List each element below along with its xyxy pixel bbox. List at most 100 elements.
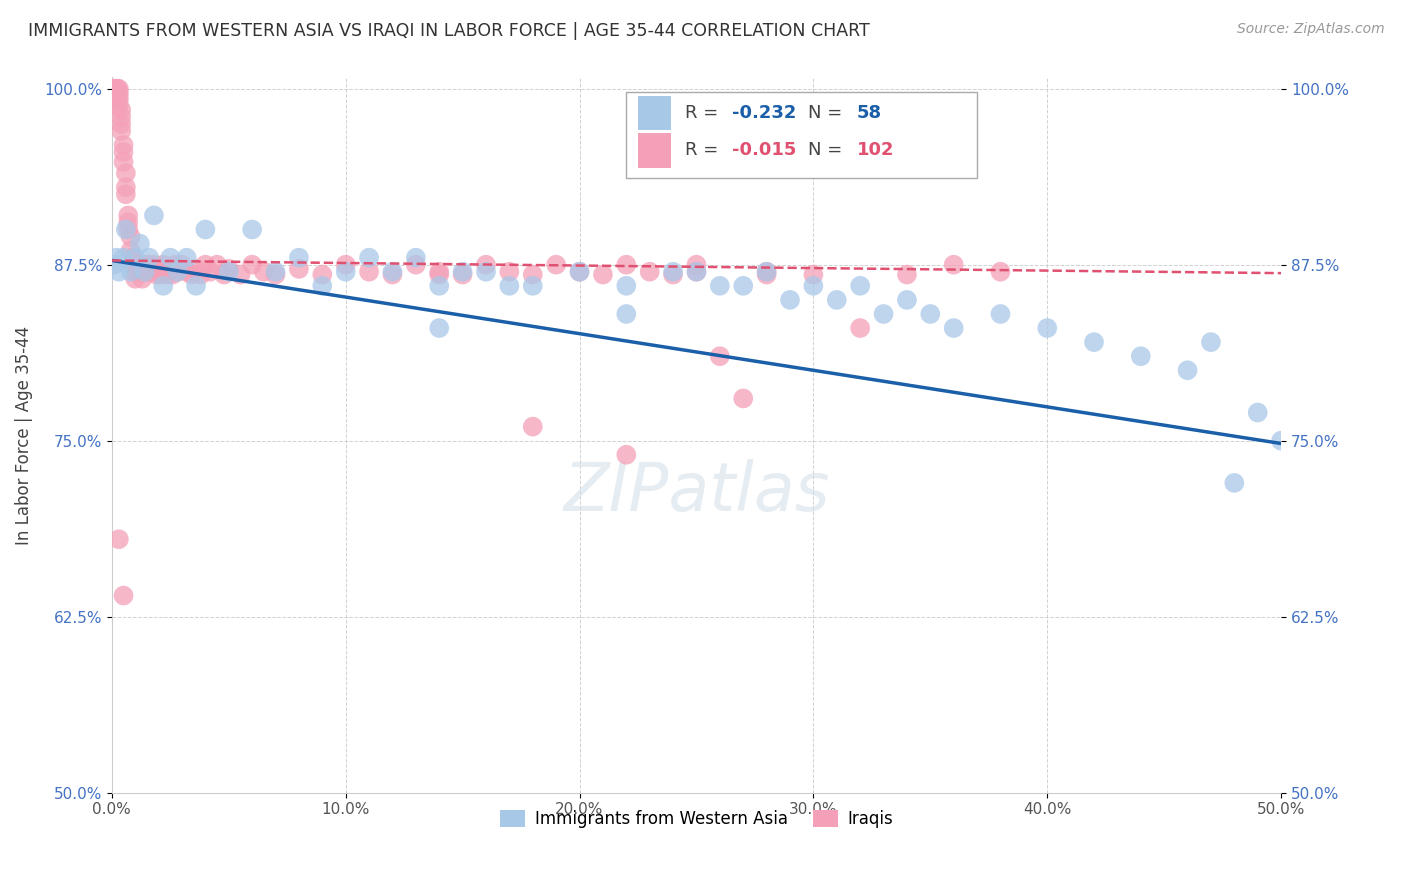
Point — [685, 258, 707, 272]
Point — [112, 155, 135, 169]
Point — [592, 268, 614, 282]
Legend: Immigrants from Western Asia, Iraqis: Immigrants from Western Asia, Iraqis — [494, 803, 900, 834]
Point — [475, 258, 498, 272]
Point — [110, 117, 132, 131]
Point — [405, 258, 427, 272]
Point — [120, 229, 142, 244]
Point — [128, 258, 150, 272]
Text: N =: N = — [807, 142, 848, 160]
Point — [190, 268, 212, 282]
Point — [152, 258, 174, 272]
Point — [156, 268, 179, 282]
Text: R =: R = — [685, 104, 724, 122]
Point — [357, 251, 380, 265]
Point — [522, 419, 544, 434]
Point — [568, 265, 591, 279]
Point — [755, 268, 778, 282]
Point — [381, 265, 404, 279]
Text: N =: N = — [807, 104, 848, 122]
Point — [194, 222, 217, 236]
Point — [105, 251, 128, 265]
Point — [733, 278, 755, 293]
Point — [498, 278, 520, 293]
Point — [614, 258, 637, 272]
Point — [638, 265, 661, 279]
Point — [1223, 475, 1246, 490]
Text: R =: R = — [685, 142, 724, 160]
Point — [117, 215, 139, 229]
Point — [115, 222, 138, 236]
Point — [103, 81, 125, 95]
Point — [427, 278, 450, 293]
Point — [103, 81, 125, 95]
Point — [110, 103, 132, 117]
Point — [105, 91, 128, 105]
Point — [194, 258, 217, 272]
Point — [685, 265, 707, 279]
Point — [920, 307, 942, 321]
Point — [990, 265, 1012, 279]
Point — [662, 265, 685, 279]
Point — [145, 268, 167, 282]
Point — [110, 124, 132, 138]
Point — [127, 265, 149, 279]
Point — [451, 265, 474, 279]
Point — [124, 272, 146, 286]
Point — [112, 251, 135, 265]
Point — [141, 265, 163, 279]
Point — [166, 265, 188, 279]
Point — [108, 98, 131, 112]
Point — [170, 258, 193, 272]
Point — [115, 166, 138, 180]
Point — [120, 244, 142, 258]
Point — [105, 81, 128, 95]
Point — [709, 349, 731, 363]
Point — [568, 265, 591, 279]
Point — [138, 251, 160, 265]
Point — [498, 265, 520, 279]
Point — [124, 258, 146, 272]
Point — [825, 293, 848, 307]
Text: -0.015: -0.015 — [731, 142, 796, 160]
Point — [218, 265, 240, 279]
Point — [1199, 335, 1222, 350]
Point — [614, 307, 637, 321]
Point — [122, 258, 145, 272]
Point — [108, 93, 131, 107]
Point — [212, 268, 235, 282]
Point — [872, 307, 894, 321]
Point — [105, 86, 128, 100]
Point — [176, 251, 198, 265]
Point — [1129, 349, 1152, 363]
Point — [122, 251, 145, 265]
Point — [176, 265, 198, 279]
Point — [131, 272, 153, 286]
Point — [134, 265, 156, 279]
Text: Source: ZipAtlas.com: Source: ZipAtlas.com — [1237, 22, 1385, 37]
FancyBboxPatch shape — [626, 92, 977, 178]
Point — [108, 88, 131, 103]
Point — [105, 88, 128, 103]
Point — [311, 278, 333, 293]
Point — [163, 258, 186, 272]
Point — [124, 251, 146, 265]
Point — [135, 265, 157, 279]
Point — [288, 261, 311, 276]
Point — [942, 321, 965, 335]
Point — [264, 265, 287, 279]
Point — [755, 265, 778, 279]
Point — [162, 268, 184, 282]
Point — [1083, 335, 1105, 350]
Text: 58: 58 — [856, 104, 882, 122]
Point — [115, 180, 138, 194]
Point — [120, 265, 142, 279]
Point — [662, 268, 685, 282]
Point — [131, 265, 153, 279]
Point — [152, 278, 174, 293]
Point — [1036, 321, 1059, 335]
Text: IMMIGRANTS FROM WESTERN ASIA VS IRAQI IN LABOR FORCE | AGE 35-44 CORRELATION CHA: IMMIGRANTS FROM WESTERN ASIA VS IRAQI IN… — [28, 22, 870, 40]
Point — [127, 258, 149, 272]
Point — [240, 258, 263, 272]
Point — [124, 265, 146, 279]
Point — [1247, 405, 1270, 419]
